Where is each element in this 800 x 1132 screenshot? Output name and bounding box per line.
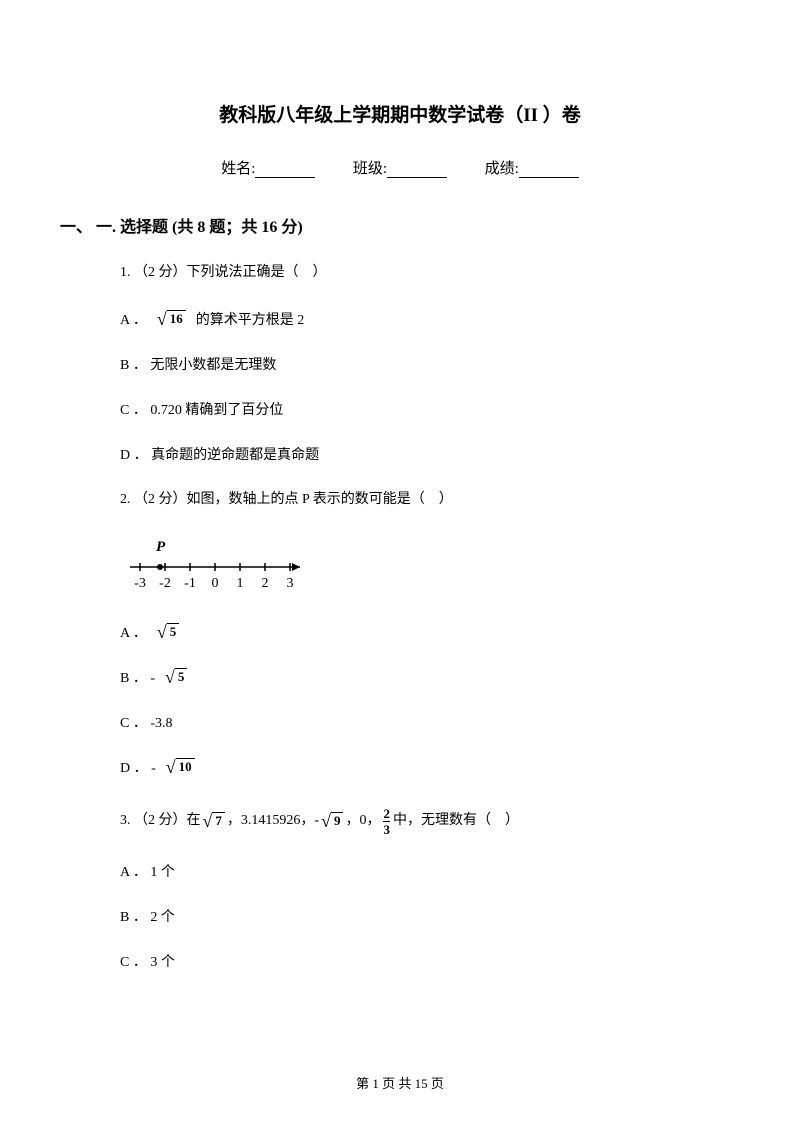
svg-text:2: 2 [262, 576, 269, 591]
number-line: P -3 -2 -1 0 1 2 3 [120, 537, 700, 597]
q1-option-c: C ． 0.720 精确到了百分位 [120, 399, 700, 419]
name-blank [255, 162, 315, 178]
q3-option-c: C ． 3 个 [120, 951, 700, 971]
q2-stem: 2. （2 分）如图，数轴上的点 P 表示的数可能是（ ） [120, 489, 700, 511]
point-p-label: P [156, 539, 166, 555]
svg-text:3: 3 [287, 576, 294, 591]
q2-stem-prefix: 2. （2 分）如图，数轴上的点 P 表示的数可能是（ [120, 492, 425, 507]
q3-option-a: A ． 1 个 [120, 861, 700, 881]
q2-a-prefix: A ． [120, 622, 147, 642]
q2-b-prefix: B ． - [120, 667, 155, 687]
sqrt-16-icon: √16 [157, 310, 186, 328]
svg-text:-2: -2 [159, 576, 171, 591]
name-label: 姓名: [221, 161, 255, 177]
fraction-2-3: 2 3 [383, 807, 390, 836]
q1-stem-suffix: ） [313, 265, 327, 280]
q1-option-b: B ． 无限小数都是无理数 [120, 354, 700, 374]
page-footer: 第 1 页 共 15 页 [0, 1073, 800, 1092]
sqrt-9-icon: √9 [321, 812, 343, 830]
q3-mid2: ，0， [345, 810, 380, 832]
q1-option-d: D ． 真命题的逆命题都是真命题 [120, 444, 700, 464]
score-label: 成绩: [485, 161, 519, 177]
q2-option-d: D ． - √10 [120, 757, 700, 777]
q3-end: ） [505, 810, 519, 832]
q3-stem: 3. （2 分）在 √7 ，3.1415926，- √9 ，0， 2 3 中，无… [120, 807, 700, 836]
q3-prefix: 3. （2 分）在 [120, 810, 201, 832]
q3-mid1: ，3.1415926，- [227, 810, 319, 832]
info-row: 姓名: 班级: 成绩: [100, 157, 700, 178]
class-blank [387, 162, 447, 178]
sqrt-10-icon: √10 [166, 758, 195, 776]
sqrt-7-icon: √7 [203, 812, 225, 830]
q1-a-prefix: A ． [120, 309, 147, 329]
q2-option-a: A ． √5 [120, 622, 700, 642]
page-title: 教科版八年级上学期期中数学试卷（II ）卷 [100, 100, 700, 127]
sqrt-5b-icon: √5 [165, 668, 187, 686]
svg-text:1: 1 [237, 576, 244, 591]
q1-stem: 1. （2 分）下列说法正确是（ ） [120, 262, 700, 284]
svg-text:-1: -1 [184, 576, 196, 591]
q2-stem-suffix: ） [439, 492, 453, 507]
q1-a-suffix: 的算术平方根是 2 [196, 309, 305, 329]
sqrt-5-icon: √5 [157, 623, 179, 641]
svg-text:0: 0 [212, 576, 219, 591]
svg-text:-3: -3 [134, 576, 146, 591]
section-header: 一、 一. 选择题 (共 8 题；共 16 分) [60, 213, 700, 237]
q1-option-a: A ． √16 的算术平方根是 2 [120, 309, 700, 329]
q1-stem-prefix: 1. （2 分）下列说法正确是（ [120, 265, 299, 280]
class-label: 班级: [353, 161, 387, 177]
q3-option-b: B ． 2 个 [120, 906, 700, 926]
q2-d-prefix: D ． - [120, 757, 156, 777]
point-p [157, 564, 163, 570]
q2-option-b: B ． - √5 [120, 667, 700, 687]
score-blank [519, 162, 579, 178]
q3-suffix: 中，无理数有（ [393, 810, 491, 832]
q2-option-c: C ． -3.8 [120, 712, 700, 732]
